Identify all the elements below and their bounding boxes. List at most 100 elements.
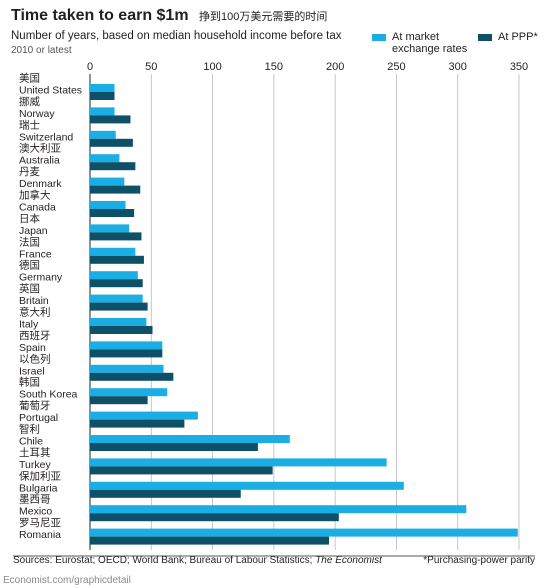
bar-market	[90, 294, 143, 303]
x-tick-label: 0	[87, 61, 93, 73]
bar-ppp	[90, 209, 135, 217]
category-label: Switzerland	[19, 131, 73, 143]
bar-market	[90, 107, 115, 116]
bar-ppp	[90, 513, 339, 522]
bar-market	[90, 318, 147, 326]
category-label: Japan	[19, 225, 48, 237]
legend-swatch-market	[372, 34, 386, 41]
bar-ppp	[90, 115, 131, 124]
sources-note: Sources: Eurostat; OECD; World Bank; Bur…	[13, 555, 382, 566]
category-label-zh: 韩国	[19, 376, 40, 389]
category-label-zh: 澳大利亚	[19, 142, 61, 155]
bar-market	[90, 435, 290, 443]
category-label: Germany	[19, 272, 63, 284]
bar-ppp	[90, 443, 258, 451]
category-label-zh: 保加利亚	[19, 469, 61, 482]
bar-market	[90, 528, 518, 537]
bar-market	[90, 84, 115, 92]
bar-ppp	[90, 138, 133, 147]
bar-market	[90, 271, 138, 280]
x-tick-label: 200	[326, 61, 344, 73]
category-label: Britain	[19, 295, 49, 307]
x-tick-label: 350	[510, 61, 528, 73]
category-label: Denmark	[19, 178, 62, 190]
x-tick-label: 150	[265, 61, 283, 73]
bar-market	[90, 341, 163, 350]
bar-ppp	[90, 349, 163, 358]
category-label-zh: 法国	[19, 235, 40, 248]
footnote: *Purchasing-power parity	[423, 555, 535, 566]
category-label: South Korea	[19, 389, 78, 401]
bar-ppp	[90, 232, 142, 241]
bar-market	[90, 224, 130, 233]
bar-market	[90, 458, 387, 467]
legend-item-market: At market exchange rates	[372, 31, 482, 61]
bar-market	[90, 201, 126, 209]
category-label-zh: 丹麦	[19, 166, 40, 178]
bar-ppp	[90, 536, 330, 545]
bar-ppp	[90, 185, 141, 194]
sources-italic: The Economist	[315, 555, 382, 566]
x-tick-label: 50	[145, 61, 157, 73]
sources-text: Sources: Eurostat; OECD; World Bank; Bur…	[13, 555, 316, 566]
category-label: Romania	[19, 529, 61, 541]
category-label-zh: 挪威	[19, 95, 40, 108]
bar-market	[90, 177, 125, 186]
chart-note: 2010 or latest	[11, 45, 72, 56]
bar-ppp	[90, 92, 115, 100]
category-label-zh: 英国	[19, 282, 40, 295]
category-label-zh: 墨西哥	[19, 494, 51, 506]
bar-ppp	[90, 396, 148, 405]
category-label: Mexico	[19, 506, 52, 518]
x-tick-label: 100	[203, 61, 221, 73]
category-label-zh: 罗马尼亚	[19, 517, 61, 529]
category-label: Italy	[19, 319, 39, 331]
chart-title-chinese: 挣到100万美元需要的时间	[199, 11, 328, 23]
bar-market	[90, 247, 136, 256]
legend-label-ppp: At PPP*	[498, 31, 538, 43]
bar-market	[90, 481, 404, 490]
bar-market	[90, 154, 120, 163]
bar-ppp	[90, 279, 143, 288]
category-label-zh: 西班牙	[19, 330, 51, 342]
source-url: Economist.com/graphicdetail	[3, 575, 131, 586]
category-label-zh: 德国	[19, 259, 40, 272]
category-label: Spain	[19, 342, 46, 354]
legend-label-market-text: At market exchange rates	[392, 31, 468, 55]
bar-market	[90, 505, 467, 514]
bar-market	[90, 388, 168, 397]
category-label: Australia	[19, 155, 60, 167]
category-label: United States	[19, 85, 82, 97]
category-label: Norway	[19, 108, 55, 120]
category-label-zh: 意大利	[19, 306, 51, 319]
category-label-zh: 智利	[19, 423, 40, 436]
category-label-zh: 瑞士	[19, 118, 40, 131]
category-label-zh: 葡萄牙	[19, 399, 51, 412]
category-label-zh: 土耳其	[19, 446, 51, 459]
category-label-zh: 美国	[19, 72, 40, 85]
category-label: France	[19, 248, 52, 260]
legend-label-market: At market exchange rates	[392, 31, 480, 55]
x-tick-label: 300	[449, 61, 467, 73]
chart-subtitle: Number of years, based on median househo…	[11, 30, 342, 42]
category-label: Bulgaria	[19, 482, 58, 494]
bar-ppp	[90, 419, 185, 428]
bar-ppp	[90, 162, 136, 171]
bar-market	[90, 364, 164, 373]
bar-ppp	[90, 372, 174, 381]
category-label: Canada	[19, 202, 56, 214]
legend-swatch-ppp	[478, 34, 492, 41]
bar-ppp	[90, 255, 144, 264]
category-label: Portugal	[19, 412, 58, 424]
bar-ppp	[90, 466, 273, 475]
category-label-zh: 日本	[19, 212, 40, 225]
category-label-zh: 加拿大	[19, 189, 51, 202]
bar-ppp	[90, 326, 153, 334]
category-label-zh: 以色列	[19, 352, 51, 365]
bar-market	[90, 130, 116, 139]
x-tick-label: 250	[387, 61, 405, 73]
title-row: Time taken to earn $1m 挣到100万美元需要的时间	[11, 7, 327, 25]
category-label: Israel	[19, 365, 45, 377]
